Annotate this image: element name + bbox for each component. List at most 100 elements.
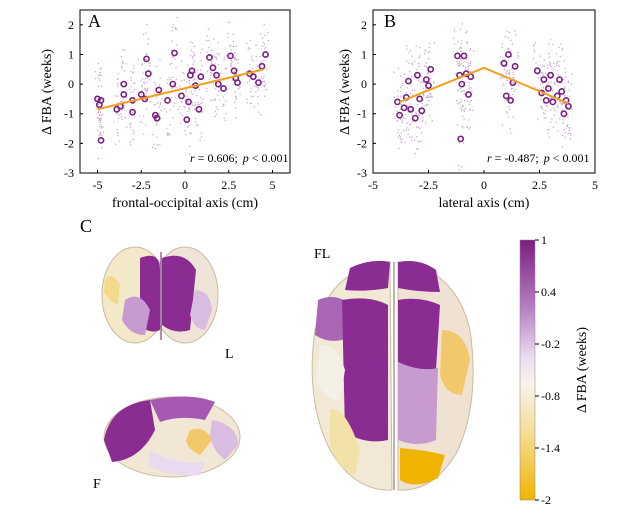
noise-dot [185,90,187,93]
noise-dot [235,117,237,119]
noise-dot [501,46,503,48]
noise-dot [405,113,407,116]
noise-dot [468,87,471,90]
noise-dot [188,82,190,84]
noise-dot [195,124,198,126]
noise-dot [123,107,126,109]
noise-dot [145,124,147,126]
noise-dot [420,140,423,142]
noise-dot [403,130,405,132]
data-point [97,97,105,104]
noise-dot [234,101,236,104]
data-point [400,104,408,112]
noise-dot [206,70,209,73]
noise-dot [212,99,214,101]
noise-dot [468,108,471,111]
noise-dot [153,143,155,145]
noise-dot [517,55,519,57]
noise-dot [187,100,189,102]
y-tick-label: -1 [64,107,74,121]
noise-dot [458,169,461,171]
noise-dot [261,37,264,39]
noise-dot [460,62,462,65]
noise-dot [413,89,416,92]
noise-dot [469,48,472,50]
panel-a-stat-p: p [242,151,249,165]
noise-dot [146,23,148,26]
noise-dot [561,146,564,148]
noise-dot [433,82,435,84]
noise-dot [197,104,199,106]
noise-dot [206,39,208,42]
noise-dot [133,64,135,67]
noise-dot [553,69,555,71]
noise-dot [182,114,184,117]
noise-dot [225,67,228,70]
noise-dot [554,110,556,112]
noise-dot [223,117,225,120]
data-point [558,88,566,95]
noise-dot [549,61,551,63]
noise-dot [123,49,126,52]
brain-top-region-b [162,255,196,332]
noise-dot [154,93,156,95]
noise-dot [187,110,189,113]
noise-dot [425,96,427,99]
brain-side-view: F [93,396,241,492]
noise-dot [545,72,547,75]
noise-dot [407,111,409,113]
noise-dot [403,73,405,75]
noise-dot [424,50,426,52]
noise-dot [458,61,460,63]
data-point [407,105,415,113]
noise-dot [508,106,510,108]
noise-dot [260,76,262,78]
noise-dot [461,23,463,25]
noise-dot [466,41,468,43]
noise-dot [98,125,101,128]
noise-dot [167,134,169,137]
noise-dot [133,67,135,70]
noise-dot [458,48,460,50]
noise-dot [262,41,264,43]
noise-dot [225,100,227,102]
noise-dot [514,65,517,67]
data-point [164,97,171,104]
noise-dot [509,76,511,78]
noise-dot [397,90,399,92]
noise-dot [188,106,190,109]
noise-dot [510,39,512,41]
noise-dot [551,118,553,120]
noise-dot [427,57,430,60]
noise-dot [246,42,248,45]
noise-dot [255,55,258,58]
panel-b-stat-p-value: < 0.001 [550,151,590,165]
noise-dot [121,109,124,111]
noise-dot [186,81,188,83]
noise-dot [98,134,100,137]
noise-dot [188,79,191,82]
noise-dot [518,85,520,87]
noise-dot [550,109,552,111]
noise-dot [461,109,463,112]
noise-dot [141,78,144,80]
noise-dot [235,98,237,101]
brain-large-view-label: FL [314,247,330,262]
noise-dot [143,82,145,85]
data-point [427,65,435,73]
noise-dot [415,112,417,115]
noise-dot [462,90,464,92]
data-point [453,52,461,60]
noise-dot [259,55,262,58]
noise-dot [394,106,397,108]
noise-dot [134,82,136,84]
noise-dot [414,152,416,155]
panel-a-noise-cloud [94,16,269,160]
noise-dot [163,108,166,110]
noise-dot [100,127,102,129]
noise-dot [234,58,237,60]
noise-dot [138,115,141,117]
noise-dot [239,93,241,96]
noise-dot [99,115,101,117]
noise-dot [222,105,224,108]
